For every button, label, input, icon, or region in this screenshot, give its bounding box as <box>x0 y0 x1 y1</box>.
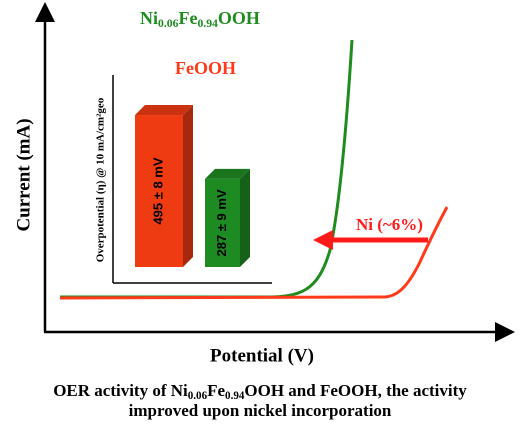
bar-side <box>240 168 250 267</box>
caption: OER activity of Ni0.06Fe0.94OOH and FeOO… <box>53 381 467 402</box>
legend-label: FeOOH <box>175 58 236 78</box>
bar-top <box>135 105 193 116</box>
x-axis-label: Potential (V) <box>210 345 314 366</box>
bar <box>205 178 240 267</box>
y-axis-label: Current (mA) <box>13 118 34 231</box>
bar-side <box>183 105 193 267</box>
value-label: 495 ± 8 mV <box>150 157 165 224</box>
inset-y-label: Overpotential (η) @ 10 mA/cm²geo <box>95 97 107 262</box>
caption: improved upon nickel incorporation <box>129 401 392 420</box>
legend-label: Ni0.06Fe0.94OOH <box>140 8 260 30</box>
bar <box>135 115 183 267</box>
bar-top <box>205 168 250 179</box>
curve <box>59 206 449 300</box>
value-label: 287 ± 9 mV <box>214 189 229 256</box>
annotation: Ni (~6%) <box>356 215 423 234</box>
